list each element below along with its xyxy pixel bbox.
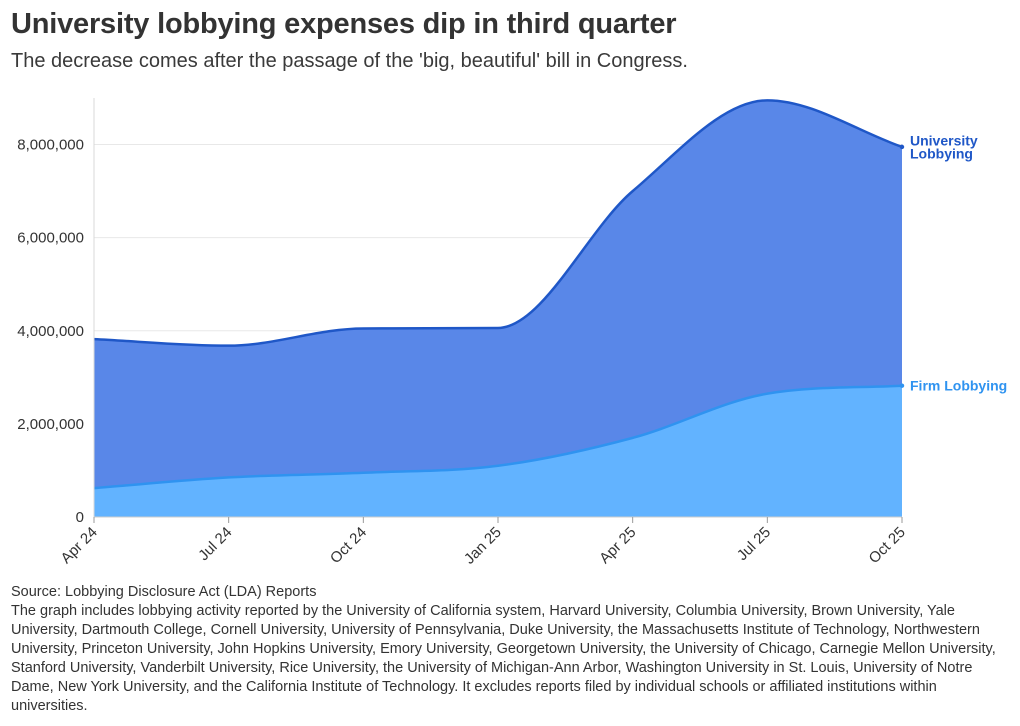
x-tick-label: Apr 24	[58, 524, 101, 567]
x-tick-label: Jul 24	[195, 524, 235, 564]
x-tick-label: Apr 25	[596, 524, 639, 567]
x-tick-label: Oct 25	[866, 524, 909, 567]
y-tick-label: 8,000,000	[17, 137, 84, 154]
series-area	[94, 385, 902, 517]
series-label: Firm Lobbying	[910, 378, 1007, 394]
chart-title: University lobbying expenses dip in thir…	[11, 8, 677, 40]
x-tick-label: Jan 25	[461, 524, 505, 568]
series-end-point	[899, 144, 905, 150]
series-labels: University Lobbying Firm Lobbying	[910, 132, 1007, 393]
x-tick-label: Jul 25	[734, 524, 774, 564]
series-line	[93, 384, 903, 490]
area-chart: 0 2,000,000 4,000,000 6,000,000 8,000,000 Apr…	[17, 98, 1007, 568]
chart-areas	[93, 99, 905, 517]
methodology-note: The graph includes lobbying activity rep…	[11, 603, 996, 714]
series-label: University Lobbying	[910, 132, 978, 161]
series-label-line: University	[910, 132, 978, 148]
y-tick-label: 6,000,000	[17, 230, 84, 247]
y-tick-label: 2,000,000	[17, 416, 84, 433]
series-label-line: Firm Lobbying	[910, 378, 1007, 394]
y-tick-label: 4,000,000	[17, 323, 84, 340]
series-end-point	[899, 383, 905, 388]
series-line	[93, 99, 903, 347]
source-note: Source: Lobbying Disclosure Act (LDA) Re…	[11, 584, 317, 600]
x-tick-label: Oct 24	[327, 524, 370, 567]
series-label-line: Lobbying	[910, 145, 973, 161]
chart-footer: Source: Lobbying Disclosure Act (LDA) Re…	[11, 583, 1011, 716]
chart-subtitle: The decrease comes after the passage of …	[11, 50, 688, 72]
y-tick-label: 0	[76, 509, 84, 526]
